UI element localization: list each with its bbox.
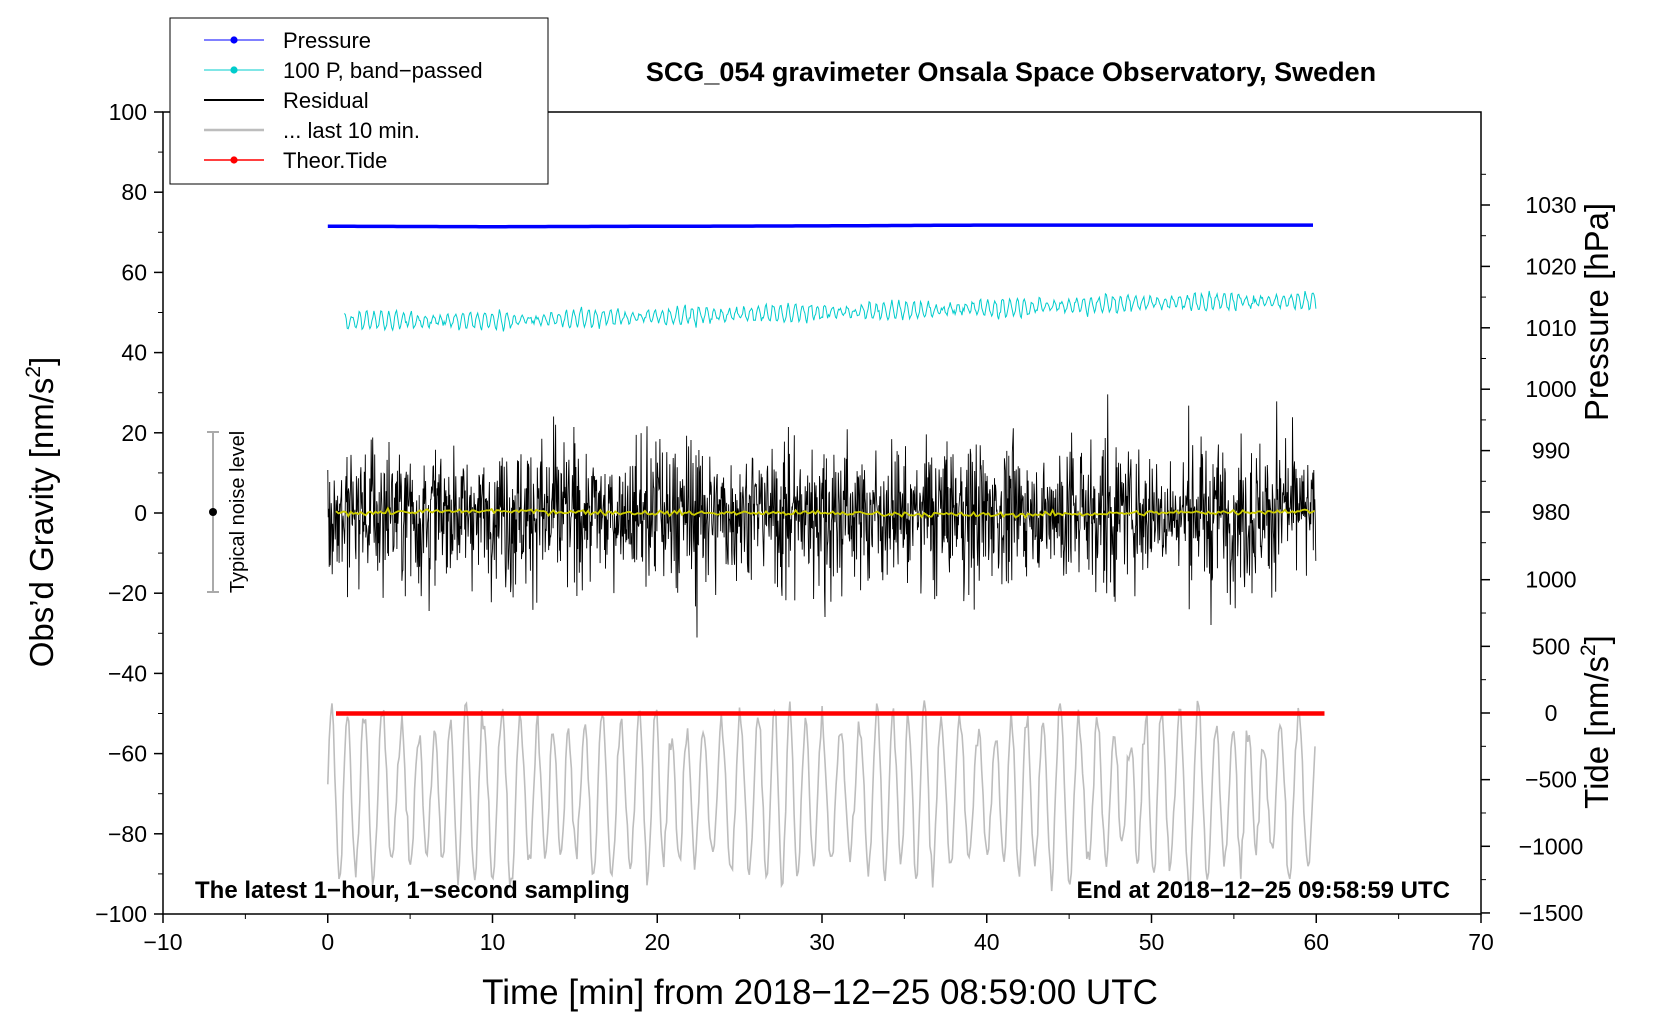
pressure-line <box>327 223 1313 229</box>
legend: Pressure 100 P, band−passed Residual ... la… <box>169 17 549 185</box>
pressure-axis-label: Pressure [hPa] <box>1578 203 1615 421</box>
pressure-tick-label: 1030 <box>1525 192 1576 218</box>
pressure-tick-label: 1020 <box>1525 253 1576 279</box>
end-time-annotation: End at 2018−12−25 09:58:59 UTC <box>1076 877 1450 904</box>
y-tick-label: −100 <box>95 901 147 927</box>
band-passed-pressure-series <box>343 290 1317 332</box>
x-tick-label: 50 <box>1139 929 1165 955</box>
legend-marker <box>230 36 238 44</box>
y-tick-label: 40 <box>121 340 147 366</box>
y-axis-ticks: −100 −80 −60 −40 −20 0 20 40 60 80 100 <box>95 99 163 927</box>
y-axis-label-close: ] <box>23 357 60 366</box>
y-tick-label: −20 <box>108 580 147 606</box>
pressure-tick-label: 1000 <box>1525 376 1576 402</box>
sampling-annotation: The latest 1−hour, 1−second sampling <box>195 877 630 904</box>
chart-title: SCG_054 gravimeter Onsala Space Observat… <box>646 57 1376 87</box>
x-axis-label: Time [min] from 2018−12−25 08:59:00 UTC <box>482 973 1158 1012</box>
y-tick-label: 60 <box>121 259 147 285</box>
tide-tick-label: −1500 <box>1519 900 1584 926</box>
x-tick-label: 60 <box>1303 929 1329 955</box>
residual-series <box>327 394 1317 638</box>
x-tick-label: −10 <box>143 929 182 955</box>
pressure-series <box>327 223 1313 229</box>
tide-tick-label: 1000 <box>1525 567 1576 593</box>
pressure-tick-label: 1010 <box>1525 315 1576 341</box>
x-tick-label: 40 <box>974 929 1000 955</box>
residual-line <box>327 394 1317 638</box>
y-axis-label: Obs’d Gravity [nm/s2] <box>22 357 60 668</box>
tide-axis-ticks: −1500 −1000 −500 0 500 1000 <box>1481 567 1583 926</box>
y-tick-label: 100 <box>109 99 147 125</box>
noise-level-indicator <box>207 431 219 593</box>
y-tick-label: 0 <box>134 500 147 526</box>
y-axis-label-main: Obs’d Gravity [nm/s <box>23 378 60 668</box>
tide-axis-label-main: Tide [nm/s <box>1578 656 1615 809</box>
last-10-min-series <box>327 700 1316 893</box>
tide-tick-label: −500 <box>1525 767 1577 793</box>
legend-label: ... last 10 min. <box>283 118 420 143</box>
y-axis-label-superscript: 2 <box>22 366 45 378</box>
y-tick-label: −40 <box>108 660 147 686</box>
legend-marker <box>230 66 238 74</box>
tide-tick-label: −1000 <box>1519 833 1584 859</box>
legend-marker <box>230 156 238 164</box>
x-tick-label: 30 <box>809 929 835 955</box>
pressure-tick-label: 980 <box>1532 499 1570 525</box>
legend-label: Pressure <box>283 28 371 53</box>
band-passed-line <box>343 290 1317 332</box>
tide-tick-label: 0 <box>1545 700 1558 726</box>
pressure-tick-label: 990 <box>1532 438 1570 464</box>
x-tick-label: 20 <box>644 929 670 955</box>
x-tick-label: 70 <box>1468 929 1494 955</box>
tide-axis-label-close: ] <box>1578 635 1615 644</box>
y-tick-label: 80 <box>121 179 147 205</box>
y-tick-label: −80 <box>108 821 147 847</box>
x-axis-ticks: −10 0 10 20 30 40 50 60 70 <box>143 914 1494 955</box>
tide-tick-label: 500 <box>1532 633 1570 659</box>
tide-axis-label-superscript: 2 <box>1577 644 1600 656</box>
pressure-axis-ticks: 980 990 1000 1010 1020 1030 <box>1481 173 1577 544</box>
legend-label: 100 P, band−passed <box>283 58 483 83</box>
y-tick-label: −60 <box>108 741 147 767</box>
y-tick-label: 20 <box>121 420 147 446</box>
residual-smoothed-series <box>335 506 1316 519</box>
noise-level-label: Typical noise level <box>227 431 249 593</box>
legend-label: Theor.Tide <box>283 148 387 173</box>
residual-smoothed-line <box>335 506 1316 519</box>
x-tick-label: 0 <box>321 929 334 955</box>
last-10-min-line <box>327 700 1316 893</box>
legend-label: Residual <box>283 88 369 113</box>
x-tick-label: 10 <box>480 929 506 955</box>
tide-axis-label: Tide [nm/s2] <box>1577 635 1615 809</box>
